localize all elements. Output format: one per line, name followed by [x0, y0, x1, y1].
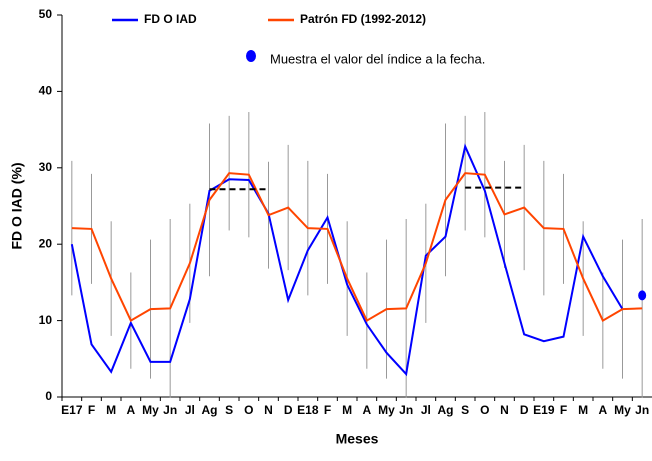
- x-tick-label: F: [560, 403, 567, 417]
- point: [638, 290, 647, 301]
- legend-label: Muestra el valor del índice a la fecha.: [270, 51, 485, 66]
- series-line: [70, 143, 624, 377]
- x-tick-label: N: [500, 403, 509, 417]
- x-tick-label: Ag: [202, 403, 218, 417]
- x-tick-label: O: [480, 403, 489, 417]
- x-tick-label: A: [362, 403, 371, 417]
- y-tick-label: 40: [39, 84, 53, 98]
- x-tick-label: M: [578, 403, 588, 417]
- y-axis-title: FD O IAD (%): [9, 162, 25, 249]
- y-tick-label: 0: [45, 389, 52, 403]
- y-tick-label: 30: [39, 160, 53, 174]
- x-tick-label: A: [598, 403, 607, 417]
- x-tick-label: Jn: [635, 403, 649, 417]
- x-tick-label: M: [106, 403, 116, 417]
- y-tick-label: 10: [39, 313, 53, 327]
- x-tick-label: D: [284, 403, 293, 417]
- x-tick-label: F: [88, 403, 95, 417]
- x-tick-label: Jn: [163, 403, 177, 417]
- y-tick-label: 50: [39, 7, 53, 21]
- x-tick-label: Jn: [399, 403, 413, 417]
- x-tick-label: My: [142, 403, 159, 417]
- x-tick-label: S: [225, 403, 233, 417]
- legend-label: Patrón FD (1992-2012): [300, 12, 426, 26]
- x-tick-label: E18: [297, 403, 319, 417]
- x-tick-label: N: [264, 403, 273, 417]
- series-line: [71, 172, 643, 323]
- x-tick-label: M: [342, 403, 352, 417]
- y-tick-label: 20: [39, 236, 53, 250]
- x-tick-label: My: [378, 403, 395, 417]
- x-tick-label: A: [126, 403, 135, 417]
- x-tick-label: O: [244, 403, 253, 417]
- x-tick-label: Jl: [421, 403, 431, 417]
- legend-marker: [246, 50, 256, 62]
- x-tick-label: Jl: [185, 403, 195, 417]
- x-tick-label: My: [614, 403, 631, 417]
- x-tick-label: E17: [61, 403, 83, 417]
- x-tick-label: F: [324, 403, 331, 417]
- x-tick-label: S: [461, 403, 469, 417]
- x-tick-label: Ag: [438, 403, 454, 417]
- x-axis-title: Meses: [336, 431, 379, 447]
- x-tick-label: D: [520, 403, 529, 417]
- x-tick-label: E19: [533, 403, 555, 417]
- legend-label: FD O IAD: [144, 12, 197, 26]
